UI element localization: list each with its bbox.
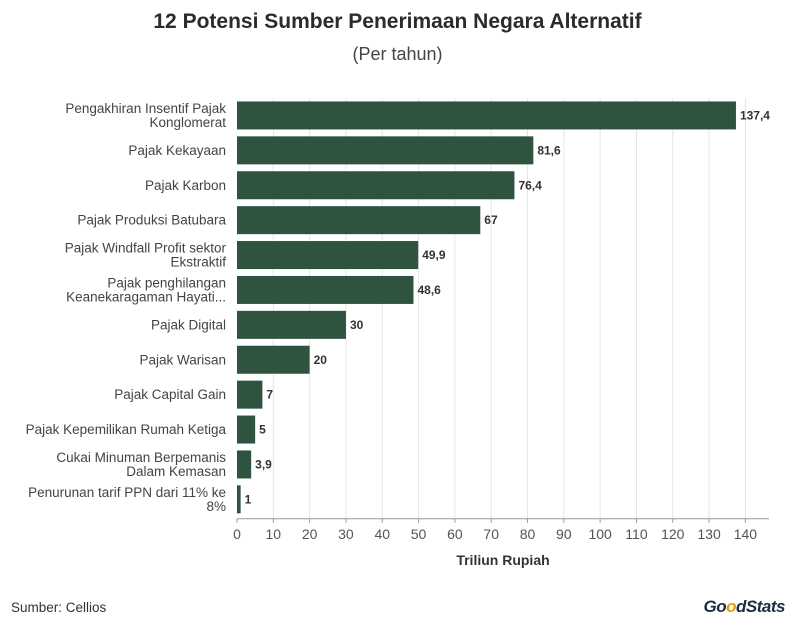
- data-label: 81,6: [537, 143, 561, 157]
- x-tick-label: 10: [266, 526, 282, 542]
- data-label: 30: [350, 318, 364, 332]
- data-label: 1: [245, 492, 252, 506]
- x-axis-title: Triliun Rupiah: [456, 552, 550, 568]
- data-label: 20: [314, 353, 328, 367]
- x-tick-label: 50: [411, 526, 427, 542]
- category-label: Penurunan tarif PPN dari 11% ke 8%: [28, 485, 226, 514]
- bar: [237, 380, 263, 409]
- goodstats-logo: GoodStats: [703, 597, 786, 616]
- chart-subtitle: (Per tahun): [352, 44, 443, 64]
- category-label: Pajak Produksi Batubara: [77, 213, 226, 228]
- data-label: 7: [266, 388, 273, 402]
- source-note: Sumber: Cellios: [11, 600, 107, 615]
- x-tick-label: 110: [625, 526, 648, 542]
- x-tick-label: 60: [447, 526, 463, 542]
- data-label: 76,4: [518, 178, 542, 192]
- bar: [237, 450, 252, 479]
- data-label: 137,4: [740, 108, 770, 122]
- x-tick-label: 0: [233, 526, 241, 542]
- bar: [237, 206, 481, 235]
- x-tick-label: 70: [483, 526, 499, 542]
- bar: [237, 241, 419, 270]
- bar: [237, 101, 736, 130]
- bar: [237, 136, 534, 165]
- data-label: 49,9: [422, 248, 446, 262]
- category-label: Pajak Capital Gain: [114, 387, 226, 402]
- data-label: 3,9: [255, 457, 272, 471]
- category-label: Pajak penghilangan Keanekaragaman Hayati.…: [66, 275, 226, 304]
- x-tick-label: 140: [734, 526, 758, 542]
- category-label: Pajak Kekayaan: [128, 143, 226, 158]
- x-tick-label: 20: [302, 526, 318, 542]
- category-label: Pajak Windfall Profit sektor Ekstraktif: [65, 241, 227, 270]
- x-tick-label: 100: [588, 526, 612, 542]
- bar: [237, 485, 241, 514]
- x-tick-label: 40: [374, 526, 390, 542]
- category-label: Pajak Warisan: [139, 352, 226, 367]
- x-tick-label: 90: [556, 526, 572, 542]
- x-tick-label: 80: [520, 526, 536, 542]
- x-tick-label: 130: [697, 526, 721, 542]
- bar: [237, 275, 414, 304]
- chart-title: 12 Potensi Sumber Penerimaan Negara Alte…: [153, 10, 642, 33]
- bar: [237, 415, 256, 444]
- bar: [237, 171, 515, 200]
- bar: [237, 310, 346, 339]
- data-label: 5: [259, 423, 266, 437]
- category-label: Cukai Minuman Berpemanis Dalam Kemasan: [56, 450, 226, 479]
- bar: [237, 345, 310, 374]
- category-label: Pajak Karbon: [145, 178, 226, 193]
- data-label: 48,6: [417, 283, 441, 297]
- x-tick-label: 120: [661, 526, 685, 542]
- data-label: 67: [484, 213, 498, 227]
- category-label: Pengakhiran Insentif Pajak Konglomerat: [65, 101, 226, 130]
- category-label: Pajak Kepemilikan Rumah Ketiga: [26, 422, 227, 437]
- x-tick-label: 30: [338, 526, 354, 542]
- category-label: Pajak Digital: [151, 317, 226, 332]
